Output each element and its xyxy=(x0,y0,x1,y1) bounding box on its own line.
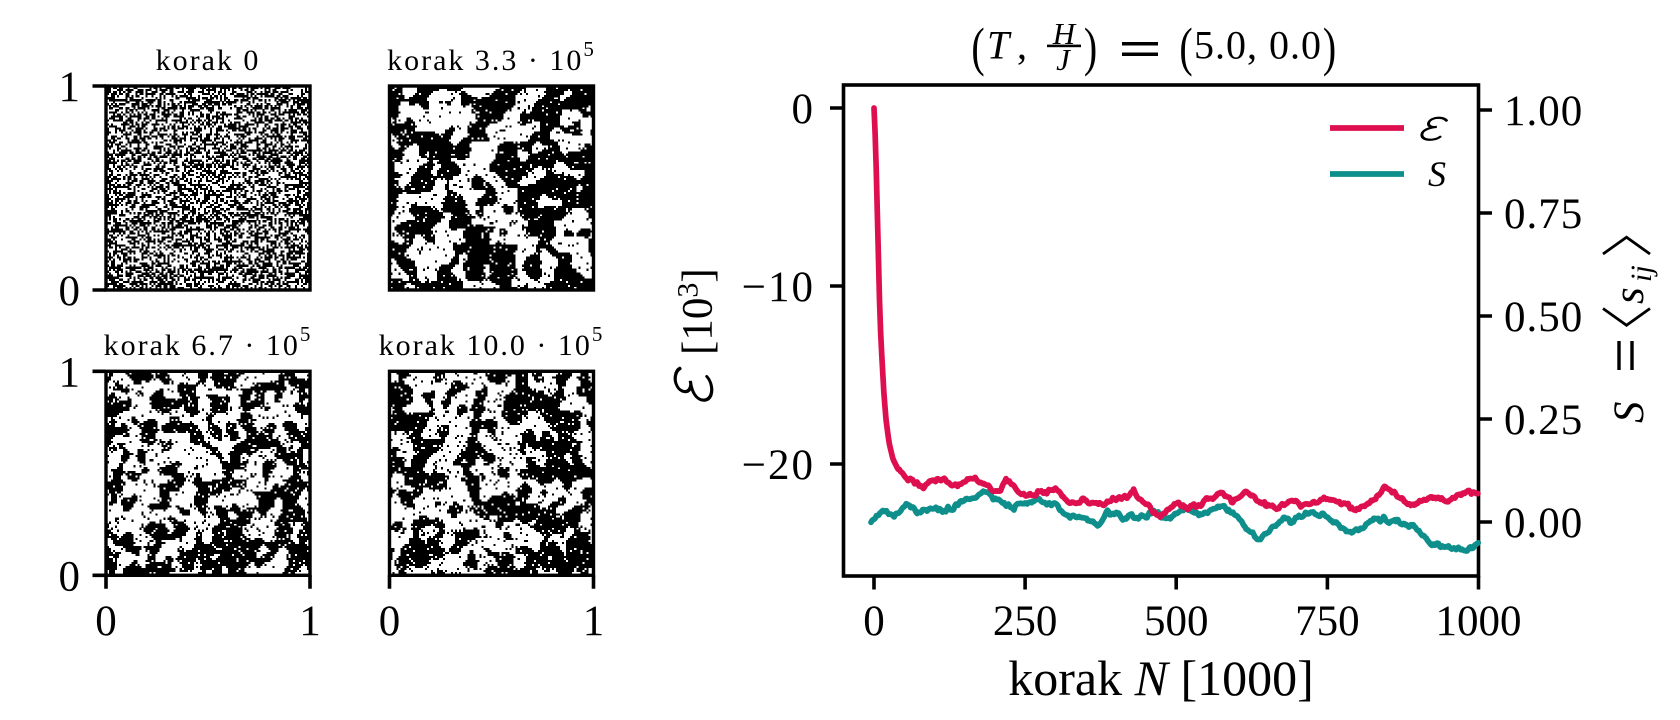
svg-text:S: S xyxy=(1606,402,1653,424)
svg-text:[103]: [103] xyxy=(672,268,722,355)
svg-text:0: 0 xyxy=(379,598,401,645)
svg-text:0.50: 0.50 xyxy=(1504,294,1583,341)
svg-text:1: 1 xyxy=(583,598,605,645)
svg-text:korak 0: korak 0 xyxy=(156,44,261,77)
svg-text:1: 1 xyxy=(299,598,321,645)
svg-text:,: , xyxy=(1017,23,1027,68)
svg-text:750: 750 xyxy=(1295,598,1360,645)
svg-text:0: 0 xyxy=(95,598,117,645)
svg-text:korak N [1000]: korak N [1000] xyxy=(1008,650,1314,706)
svg-text:korak 3.3 · 105: korak 3.3 · 105 xyxy=(387,37,596,77)
svg-text:0.75: 0.75 xyxy=(1504,191,1583,238)
svg-text:250: 250 xyxy=(993,598,1058,645)
svg-text:0: 0 xyxy=(59,553,81,600)
svg-text:500: 500 xyxy=(1144,598,1209,645)
svg-text:(: ( xyxy=(1179,18,1192,77)
svg-text:T: T xyxy=(987,23,1012,68)
svg-text:korak 10.0 · 105: korak 10.0 · 105 xyxy=(379,322,605,362)
svg-text:): ) xyxy=(1084,18,1097,77)
svg-text:−20: −20 xyxy=(742,442,815,489)
svg-text:S: S xyxy=(1428,154,1446,194)
svg-text:5.0, 0.0: 5.0, 0.0 xyxy=(1194,23,1322,68)
svg-text:(: ( xyxy=(971,18,984,77)
svg-text:1: 1 xyxy=(59,64,81,111)
svg-text:): ) xyxy=(1323,18,1336,77)
svg-text:0.25: 0.25 xyxy=(1504,397,1583,444)
svg-text:s: s xyxy=(1606,287,1653,304)
svg-text:J: J xyxy=(1056,42,1071,77)
svg-text:1000: 1000 xyxy=(1436,598,1522,645)
svg-text:0: 0 xyxy=(792,86,816,133)
svg-text:ij: ij xyxy=(1625,265,1658,282)
svg-text:0: 0 xyxy=(863,598,885,645)
svg-text:1.00: 1.00 xyxy=(1504,88,1583,135)
svg-text:0: 0 xyxy=(59,268,81,315)
svg-text:−10: −10 xyxy=(742,264,815,311)
svg-text:0.00: 0.00 xyxy=(1504,500,1583,547)
svg-text:1: 1 xyxy=(59,349,81,396)
svg-text:korak 6.7 · 105: korak 6.7 · 105 xyxy=(104,322,313,362)
